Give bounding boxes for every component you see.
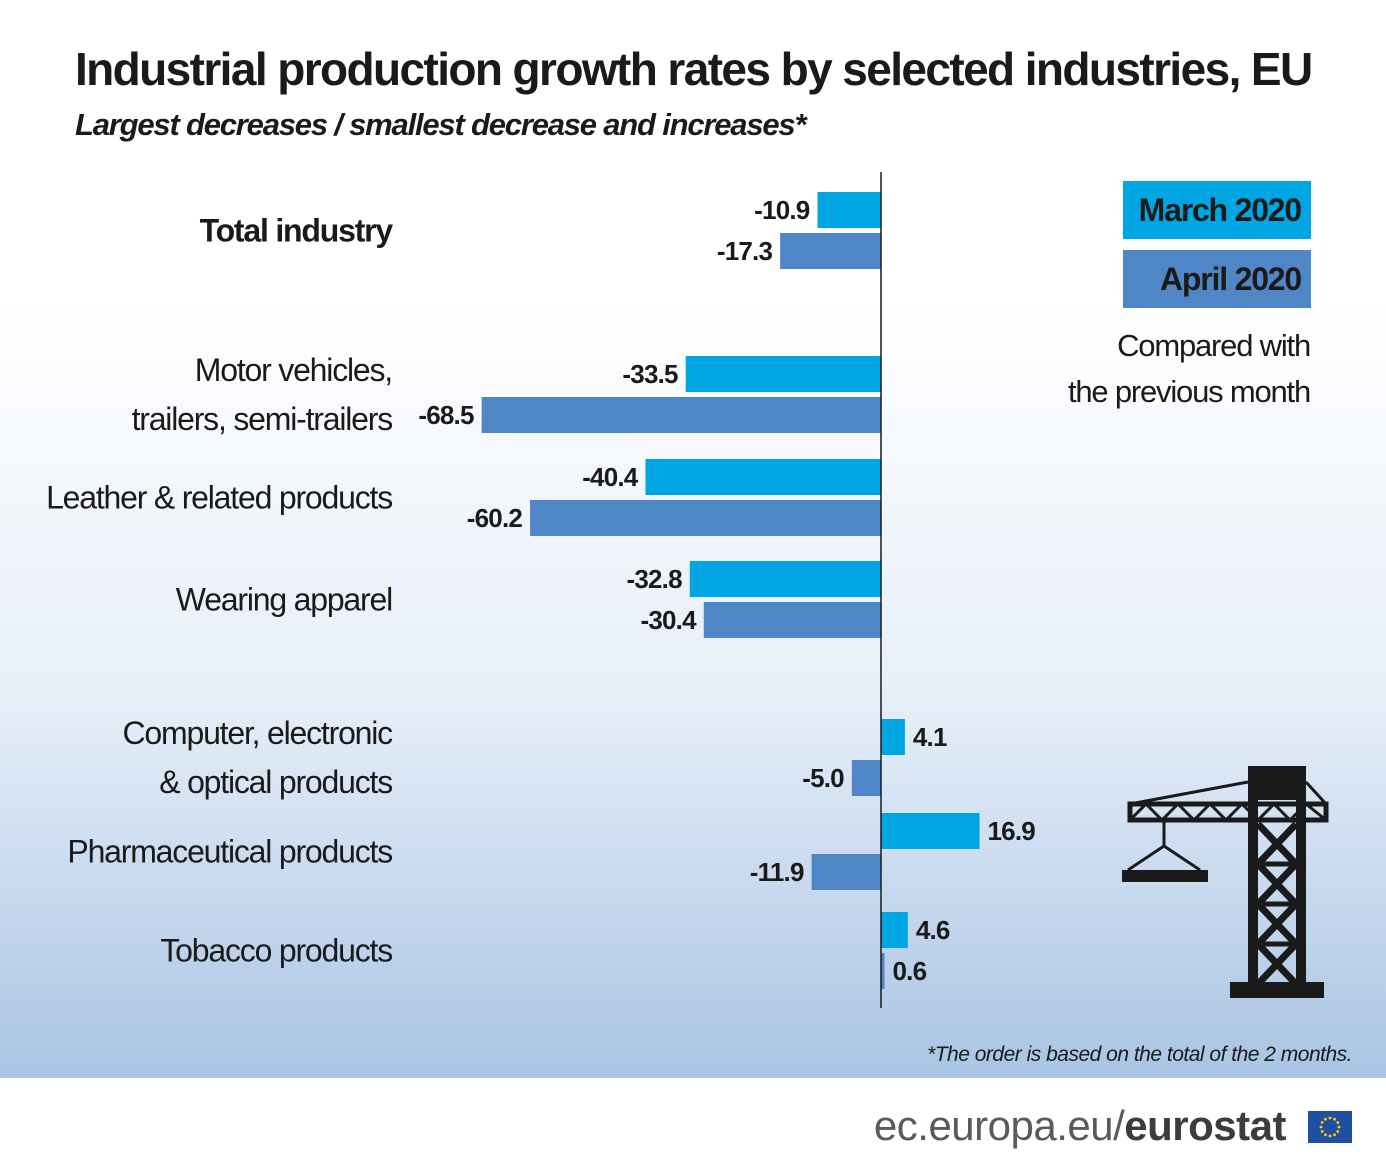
bar-april bbox=[703, 602, 881, 638]
footnote: *The order is based on the total of the … bbox=[927, 1043, 1352, 1066]
bar-march bbox=[689, 561, 881, 597]
value-label: -60.2 bbox=[467, 503, 523, 533]
value-label: -68.5 bbox=[418, 400, 474, 430]
brand-name: eurostat bbox=[1124, 1102, 1286, 1149]
bar-march bbox=[881, 912, 908, 948]
category-label: Pharmaceutical products bbox=[67, 834, 392, 870]
brand-domain: ec.europa.eu/ bbox=[873, 1102, 1125, 1149]
value-label: -33.5 bbox=[622, 359, 678, 389]
value-label: -10.9 bbox=[754, 195, 810, 225]
value-label: 16.9 bbox=[988, 816, 1036, 846]
legend-note: Compared with the previous month bbox=[1040, 323, 1311, 415]
bar-march bbox=[881, 719, 905, 755]
bar-april bbox=[851, 760, 881, 796]
category-label: Motor vehicles, bbox=[195, 352, 392, 388]
value-label: -11.9 bbox=[750, 857, 804, 887]
legend-april-2020: April 2020 bbox=[1123, 250, 1311, 308]
bar-april bbox=[881, 953, 885, 989]
category-label: Wearing apparel bbox=[176, 582, 392, 618]
category-label: Tobacco products bbox=[160, 933, 392, 969]
bar-april bbox=[780, 233, 881, 269]
legend-note-line2: the previous month bbox=[1067, 374, 1311, 409]
legend-note-line1: Compared with bbox=[1117, 328, 1311, 363]
value-label: 4.6 bbox=[916, 915, 950, 945]
category-label: Computer, electronic bbox=[123, 715, 394, 751]
value-label: -5.0 bbox=[802, 763, 844, 793]
category-label: trailers, semi-trailers bbox=[132, 401, 393, 437]
value-label: -17.3 bbox=[717, 236, 773, 266]
chart-panel bbox=[0, 0, 1386, 1078]
bar-march bbox=[817, 192, 881, 228]
value-label: -40.4 bbox=[582, 462, 639, 492]
bar-march bbox=[685, 356, 881, 392]
value-label: 0.6 bbox=[892, 956, 926, 986]
category-label: Leather & related products bbox=[46, 480, 392, 516]
bar-march bbox=[881, 813, 980, 849]
category-label: Total industry bbox=[200, 213, 394, 249]
value-label: -32.8 bbox=[627, 564, 683, 594]
chart-subtitle: Largest decreases / smallest decrease an… bbox=[75, 107, 807, 142]
crane-icon bbox=[1122, 766, 1329, 998]
bar-april bbox=[481, 397, 881, 433]
chart-title: Industrial production growth rates by se… bbox=[75, 43, 1313, 95]
bar-april bbox=[811, 854, 881, 890]
bar-march bbox=[645, 459, 881, 495]
value-label: -30.4 bbox=[641, 605, 698, 635]
bar-chart: Total industry -10.9 -17.3 Motor vehicles, t… bbox=[46, 172, 1036, 1008]
eurostat-brand[interactable]: ec.europa.eu/eurostat bbox=[873, 1102, 1287, 1150]
category-label: & optical products bbox=[159, 764, 392, 800]
bar-april bbox=[530, 500, 881, 536]
value-label: 4.1 bbox=[913, 722, 947, 752]
eu-flag-icon bbox=[1308, 1111, 1352, 1143]
legend-march-2020: March 2020 bbox=[1123, 181, 1311, 239]
